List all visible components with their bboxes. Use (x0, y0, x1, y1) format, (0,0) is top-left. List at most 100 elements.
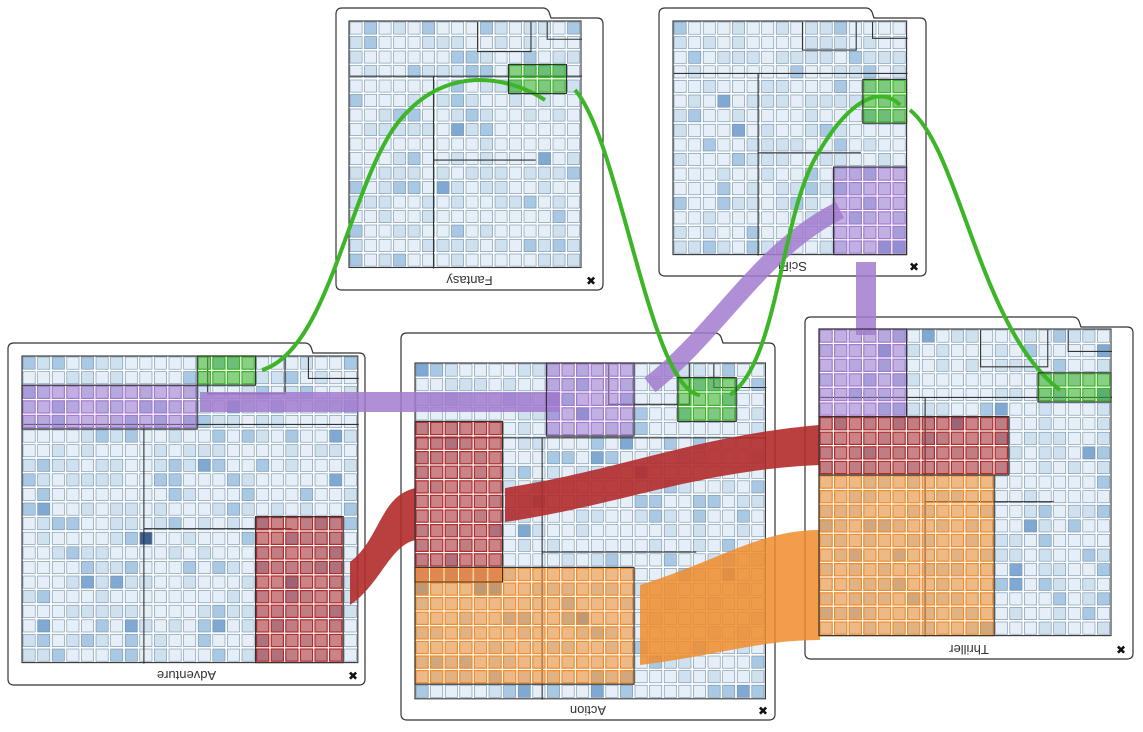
matrix-cell (378, 65, 392, 78)
matrix-cell (834, 94, 848, 108)
matrix-cell (1024, 461, 1037, 474)
selected-cell (619, 407, 634, 421)
matrix-cell (37, 561, 51, 574)
matrix-cell (66, 458, 80, 472)
matrix-cell (834, 65, 848, 79)
matrix-cell (775, 182, 789, 196)
matrix-cell (538, 166, 551, 180)
matrix-cell (241, 604, 255, 618)
selected-cell (936, 519, 950, 533)
matrix-cell (663, 670, 677, 684)
matrix-cell (790, 36, 804, 50)
close-icon[interactable]: ✖ (909, 260, 919, 274)
selection-purple-thriller[interactable] (818, 328, 908, 418)
matrix-cell (717, 36, 731, 50)
selected-cell (444, 509, 459, 523)
matrix-cell (168, 604, 182, 618)
matrix-cell (81, 371, 94, 385)
matrix-cell (678, 524, 692, 538)
matrix-cell (378, 166, 392, 180)
selection-orange-thriller[interactable] (818, 474, 995, 637)
selected-cell (877, 460, 892, 475)
matrix-cell (775, 80, 789, 93)
matrix-cell (517, 422, 531, 435)
selection-purple-action[interactable] (545, 362, 635, 437)
selected-cell (906, 504, 921, 519)
matrix-cell (436, 50, 450, 64)
selected-cell (848, 417, 863, 431)
matrix-cell (590, 553, 604, 567)
matrix-cell (751, 670, 765, 684)
selected-cell (575, 655, 590, 669)
close-icon[interactable]: ✖ (1116, 643, 1126, 657)
matrix-cell (329, 458, 343, 472)
matrix-cell (732, 123, 745, 137)
close-icon[interactable]: ✖ (348, 669, 358, 683)
matrix-cell (863, 50, 877, 64)
selected-cell (605, 378, 619, 392)
matrix-cell (1097, 344, 1110, 358)
matrix-cell (994, 548, 1008, 562)
selected-cell (906, 621, 921, 635)
selected-cell (877, 387, 892, 402)
selected-cell (532, 626, 546, 640)
panel-fantasy[interactable]: Fantasy ✖ (335, 7, 604, 291)
selected-cell (285, 633, 299, 648)
matrix-cell (95, 488, 109, 501)
selection-green-scifi[interactable] (862, 78, 908, 124)
matrix-cell (139, 561, 153, 574)
selected-cell (415, 421, 429, 436)
selection-green-adventure[interactable] (196, 355, 257, 386)
matrix-cell (488, 378, 502, 392)
matrix-cell (503, 465, 517, 479)
selected-cell (109, 385, 124, 400)
close-icon[interactable]: ✖ (586, 274, 596, 288)
matrix-cell (509, 166, 522, 180)
matrix-cell (465, 21, 479, 35)
matrix-cell (364, 36, 377, 49)
selection-green-action[interactable] (677, 377, 737, 423)
selected-cell (906, 533, 921, 548)
matrix-cell (314, 371, 328, 385)
matrix-cell (51, 458, 65, 472)
matrix-cell (761, 167, 775, 181)
matrix-cell (66, 502, 80, 516)
selection-green-thriller[interactable] (1037, 372, 1112, 403)
selection-red-thriller[interactable] (818, 416, 1010, 476)
selection-purple-adventure[interactable] (21, 384, 198, 430)
matrix-cell (241, 634, 255, 647)
selected-cell (590, 669, 605, 684)
matrix-cell (154, 648, 167, 662)
matrix-cell (892, 138, 906, 152)
matrix-cell (451, 94, 464, 107)
matrix-cell (532, 363, 546, 377)
matrix-cell (1009, 358, 1023, 372)
matrix-cell (168, 488, 182, 501)
selection-red-adventure[interactable] (255, 515, 344, 664)
selection-orange-action[interactable] (414, 566, 635, 685)
selected-cell (833, 475, 848, 489)
matrix-cell (994, 402, 1008, 416)
selected-cell (430, 582, 444, 596)
matrix-cell (567, 137, 580, 151)
close-icon[interactable]: ✖ (758, 704, 768, 718)
selected-cell (415, 553, 429, 567)
selected-cell (197, 371, 211, 385)
selection-green-fantasy[interactable] (507, 63, 568, 95)
selected-cell (256, 589, 270, 604)
selection-purple-scifi[interactable] (832, 166, 908, 256)
selected-cell (848, 533, 863, 548)
selected-cell (692, 392, 707, 407)
selected-cell (994, 431, 1009, 446)
selected-cell (546, 596, 561, 611)
matrix-cell (66, 444, 80, 458)
matrix-cell (620, 524, 633, 538)
matrix-cell (270, 429, 284, 443)
matrix-cell (732, 138, 745, 152)
selected-cell (848, 387, 863, 402)
selected-cell (314, 560, 328, 575)
matrix-cell (378, 239, 392, 252)
matrix-cell (465, 152, 479, 165)
matrix-cell (819, 80, 833, 93)
matrix-cell (407, 137, 421, 151)
